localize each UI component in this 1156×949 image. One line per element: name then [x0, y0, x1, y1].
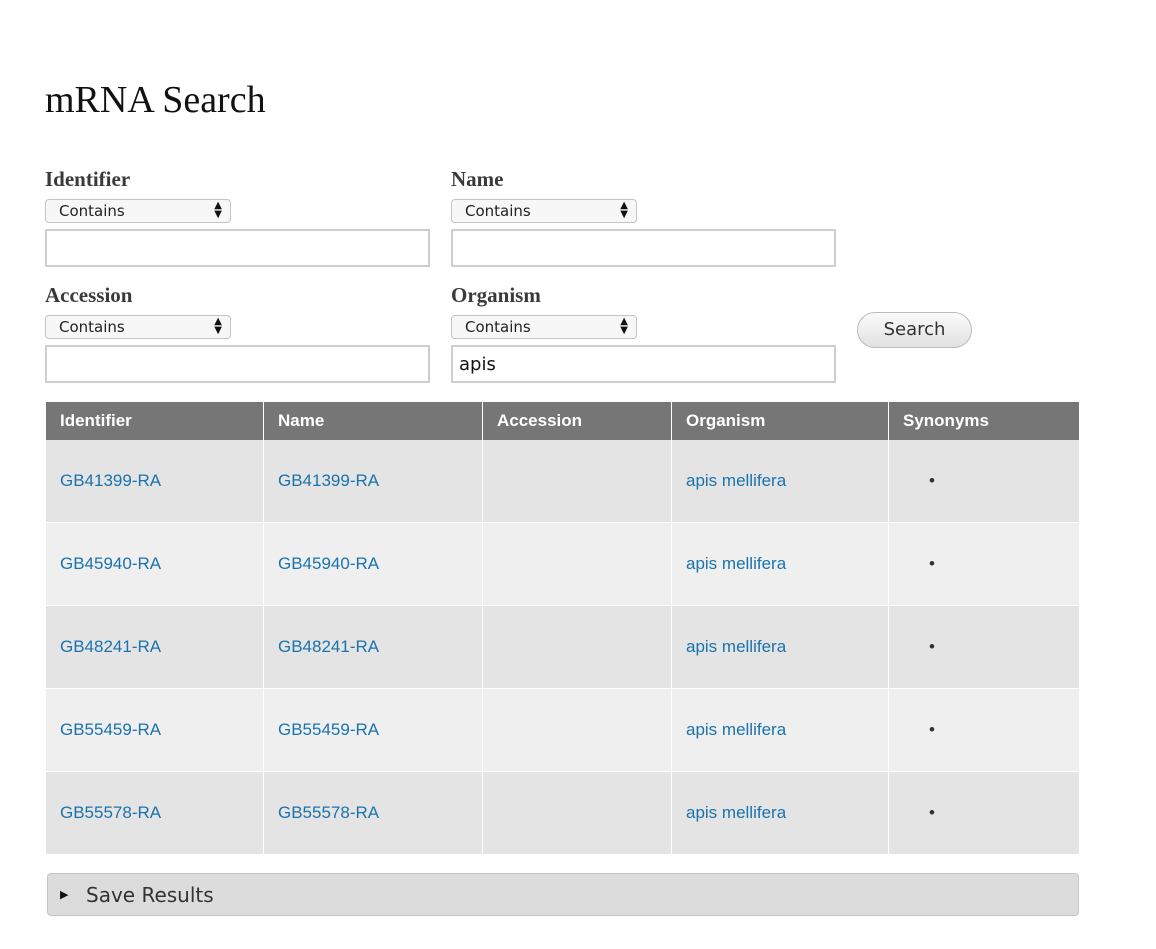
name-link[interactable]: GB48241-RA — [263, 605, 483, 689]
identifier-link[interactable]: GB55578-RA — [46, 771, 264, 855]
save-results-label: Save Results — [86, 883, 214, 907]
identifier-link[interactable]: GB41399-RA — [46, 440, 264, 523]
organism-link[interactable]: apis mellifera — [671, 522, 889, 606]
accession-label: Accession — [45, 283, 133, 307]
synonyms-bullet: • — [888, 605, 1079, 689]
table-row: GB41399-RA GB41399-RA apis mellifera • — [46, 440, 1079, 523]
accession-cell — [482, 440, 672, 523]
accession-cell — [482, 688, 672, 772]
name-label: Name — [451, 167, 504, 191]
organism-link[interactable]: apis mellifera — [671, 605, 889, 689]
identifier-link[interactable]: GB45940-RA — [46, 522, 264, 606]
table-row: GB55578-RA GB55578-RA apis mellifera • — [46, 771, 1079, 855]
identifier-label: Identifier — [45, 167, 131, 191]
synonyms-bullet: • — [888, 440, 1079, 523]
search-button[interactable]: Search — [857, 312, 972, 348]
table-row: GB55459-RA GB55459-RA apis mellifera • — [46, 688, 1079, 772]
accession-cell — [482, 605, 672, 689]
organism-link[interactable]: apis mellifera — [671, 688, 889, 772]
synonyms-bullet: • — [888, 688, 1079, 772]
column-header-accession[interactable]: Accession — [482, 402, 672, 440]
synonyms-bullet: • — [888, 771, 1079, 855]
name-link[interactable]: GB41399-RA — [263, 440, 483, 523]
select-arrows-icon: ▲ ▼ — [620, 316, 628, 336]
column-header-organism[interactable]: Organism — [671, 402, 889, 440]
organism-link[interactable]: apis mellifera — [671, 771, 889, 855]
organism-input[interactable] — [451, 345, 836, 383]
accession-operator-value: Contains — [59, 318, 125, 336]
name-operator-select[interactable]: Contains ▲ ▼ — [451, 199, 637, 223]
accession-cell — [482, 771, 672, 855]
accession-input[interactable] — [45, 345, 430, 383]
name-operator-value: Contains — [465, 202, 531, 220]
organism-label: Organism — [451, 283, 541, 307]
identifier-input[interactable] — [45, 229, 430, 267]
accession-operator-select[interactable]: Contains ▲ ▼ — [45, 315, 231, 339]
column-header-name[interactable]: Name — [263, 402, 483, 440]
identifier-link[interactable]: GB55459-RA — [46, 688, 264, 772]
identifier-link[interactable]: GB48241-RA — [46, 605, 264, 689]
accession-cell — [482, 522, 672, 606]
column-header-synonyms[interactable]: Synonyms — [888, 402, 1079, 440]
name-link[interactable]: GB45940-RA — [263, 522, 483, 606]
identifier-operator-value: Contains — [59, 202, 125, 220]
name-link[interactable]: GB55459-RA — [263, 688, 483, 772]
organism-operator-select[interactable]: Contains ▲ ▼ — [451, 315, 637, 339]
table-row: GB45940-RA GB45940-RA apis mellifera • — [46, 522, 1079, 606]
disclosure-triangle-icon: ▶ — [60, 888, 69, 901]
select-arrows-icon: ▲ ▼ — [620, 200, 628, 220]
organism-link[interactable]: apis mellifera — [671, 440, 889, 523]
results-table: Identifier Name Accession Organism Synon… — [46, 402, 1079, 855]
table-header-row: Identifier Name Accession Organism Synon… — [46, 402, 1079, 440]
name-link[interactable]: GB55578-RA — [263, 771, 483, 855]
page-title: mRNA Search — [45, 79, 266, 121]
name-input[interactable] — [451, 229, 836, 267]
table-row: GB48241-RA GB48241-RA apis mellifera • — [46, 605, 1079, 689]
organism-operator-value: Contains — [465, 318, 531, 336]
select-arrows-icon: ▲ ▼ — [214, 200, 222, 220]
column-header-identifier[interactable]: Identifier — [46, 402, 264, 440]
save-results-toggle[interactable]: ▶ Save Results — [47, 873, 1079, 916]
synonyms-bullet: • — [888, 522, 1079, 606]
identifier-operator-select[interactable]: Contains ▲ ▼ — [45, 199, 231, 223]
select-arrows-icon: ▲ ▼ — [214, 316, 222, 336]
